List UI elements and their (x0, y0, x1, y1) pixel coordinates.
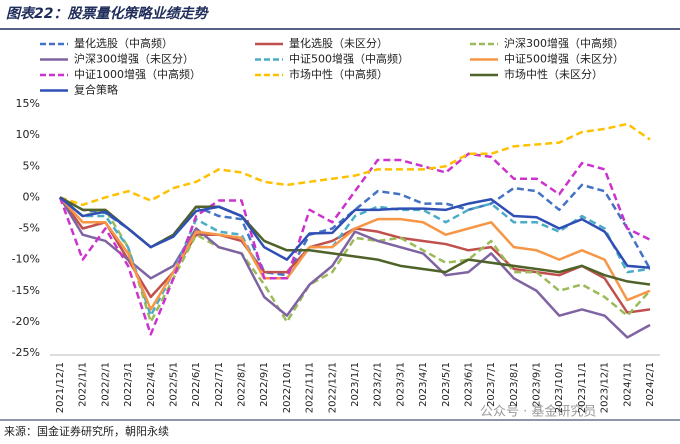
y-tick-label: 10% (16, 128, 40, 141)
y-tick-label: 15% (16, 97, 40, 110)
x-tick-label: 2023/1/1 (350, 362, 361, 407)
y-tick-label: -10% (12, 253, 40, 266)
series-line (58, 196, 651, 339)
legend-label: 市场中性（中高频） (289, 67, 388, 81)
y-tick-label: -5% (19, 222, 40, 235)
y-tick-label: -25% (12, 346, 40, 359)
legend-label: 复合策略 (74, 83, 118, 97)
y-tick-label: 5% (23, 159, 40, 172)
series-line (59, 122, 651, 207)
x-tick-label: 2022/7/1 (214, 362, 225, 407)
x-tick-label: 2022/2/1 (100, 362, 111, 407)
x-tick-label: 2023/7/1 (486, 362, 497, 407)
legend-label: 中证1000增强（中高频） (74, 67, 201, 81)
x-tick-label: 2023/6/1 (463, 362, 474, 407)
x-tick-label: 2023/11/1 (577, 362, 588, 413)
x-tick-label: 2022/3/1 (123, 362, 134, 407)
x-tick-label: 2021/12/1 (55, 362, 66, 413)
x-tick-label: 2024/1/1 (622, 362, 633, 407)
x-tick-label: 2022/12/1 (327, 362, 338, 413)
series-line (59, 196, 651, 317)
y-tick-label: 0% (23, 190, 40, 203)
series-line (59, 196, 651, 324)
series-line (58, 196, 651, 314)
series-line (59, 196, 651, 311)
x-tick-label: 2022/6/1 (191, 362, 202, 407)
x-tick-label: 2023/10/1 (554, 362, 565, 413)
x-tick-label: 2022/5/1 (168, 362, 179, 407)
legend-label: 市场中性（未区分） (504, 67, 603, 81)
series-line (58, 152, 651, 336)
legend-label: 量化选股（中高频） (74, 36, 173, 50)
x-tick-label: 2023/5/1 (441, 362, 452, 407)
x-tick-label: 2022/10/1 (282, 362, 293, 413)
x-tick-label: 2023/2/1 (373, 362, 384, 407)
x-tick-label: 2023/4/1 (418, 362, 429, 407)
legend-label: 中证500增强（中高频） (289, 52, 409, 66)
x-tick-label: 2022/11/1 (305, 362, 316, 413)
y-tick-label: -15% (12, 284, 40, 297)
chart-title: 图表22：股票量化策略业绩走势 (6, 5, 209, 22)
y-tick-label: -20% (12, 315, 40, 328)
x-tick-label: 2023/12/1 (600, 362, 611, 413)
legend-label: 量化选股（未区分） (289, 36, 388, 50)
x-tick-label: 2022/9/1 (259, 362, 270, 407)
x-tick-label: 2023/8/1 (509, 362, 520, 407)
legend-label: 沪深300增强（中高频） (504, 36, 624, 50)
series-line (59, 196, 651, 269)
x-tick-label: 2024/2/1 (645, 362, 656, 407)
x-tick-label: 2022/8/1 (237, 362, 248, 407)
source: 来源：国金证券研究所，朝阳永续 (4, 424, 169, 438)
legend-label: 沪深300增强（未区分） (74, 52, 194, 66)
x-tick-label: 2023/3/1 (395, 362, 406, 407)
watermark: 公众号 · 基金研究员 (480, 404, 596, 420)
x-tick-label: 2023/9/1 (532, 362, 543, 407)
x-tick-label: 2022/4/1 (146, 362, 157, 407)
legend-label: 中证500增强（未区分） (504, 52, 624, 66)
x-tick-label: 2022/1/1 (78, 362, 89, 407)
